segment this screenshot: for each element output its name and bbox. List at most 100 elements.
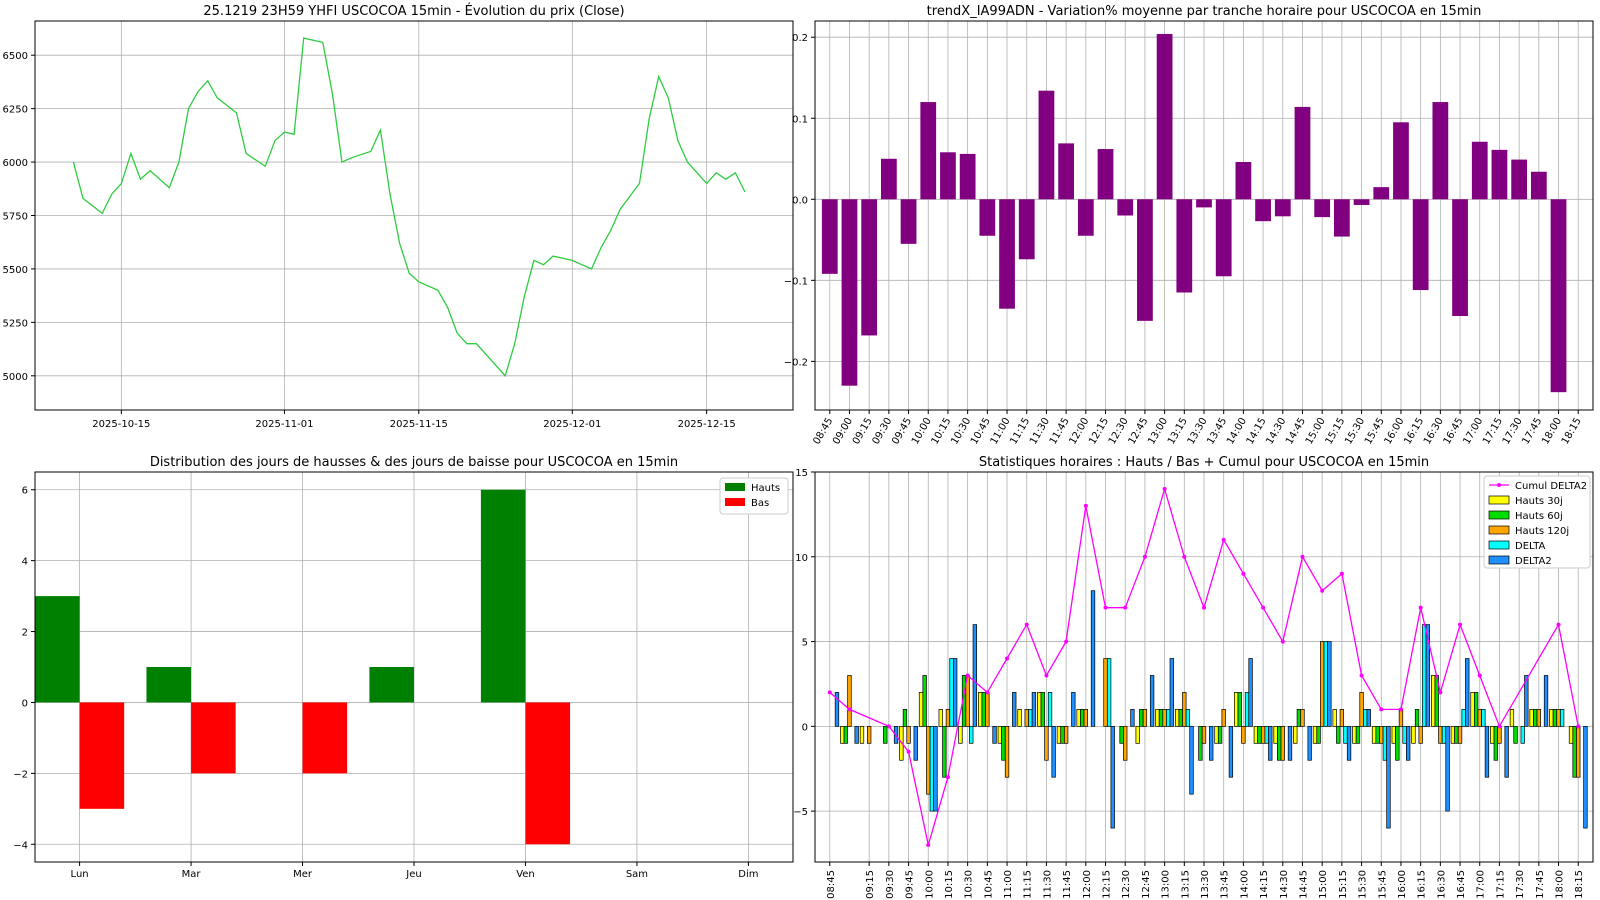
hauts-120j-bar bbox=[1142, 709, 1148, 727]
hauts-120j-bar bbox=[847, 675, 852, 727]
delta2-bar bbox=[1445, 725, 1450, 812]
hauts-120j-bar bbox=[1103, 658, 1108, 727]
x-tick-label: 13:45 bbox=[1220, 870, 1231, 899]
variation-bar bbox=[1511, 159, 1528, 200]
delta-bar bbox=[1559, 709, 1565, 727]
x-tick-label: 10:30 bbox=[964, 870, 975, 899]
hauts-30j-bar bbox=[997, 725, 1002, 744]
cumul-delta2-point bbox=[1261, 605, 1266, 610]
hauts-120j-bar bbox=[1359, 692, 1364, 727]
hauts-30j-bar bbox=[1431, 675, 1436, 727]
y-tick-label: 6500 bbox=[3, 51, 28, 62]
delta-bar bbox=[1028, 709, 1033, 727]
delta2-bar bbox=[1366, 709, 1371, 727]
cumul-delta2-point bbox=[926, 843, 931, 848]
hauts-30j-bar bbox=[1509, 709, 1515, 727]
hauts-30j-bar bbox=[1312, 725, 1318, 744]
variation-bar bbox=[1333, 199, 1350, 237]
variation-bar bbox=[1491, 149, 1508, 200]
y-tick-label: −2 bbox=[13, 769, 28, 780]
delta2-bar bbox=[1228, 725, 1234, 778]
hauts-30j-bar bbox=[958, 725, 963, 744]
cumul-delta2-point bbox=[985, 690, 990, 695]
delta2-bar bbox=[1346, 725, 1352, 761]
hauts-30j-bar bbox=[1450, 725, 1456, 744]
legend-label-hauts-120j: Hauts 120j bbox=[1515, 526, 1569, 537]
hauts-30j-bar bbox=[1490, 725, 1495, 744]
chart-title: Statistiques horaires : Hauts / Bas + Cu… bbox=[979, 455, 1429, 470]
x-tick-label: 12:30 bbox=[1121, 870, 1132, 899]
delta-bar bbox=[1047, 692, 1053, 727]
hauts-120j-bar bbox=[1162, 709, 1167, 727]
delta2-bar bbox=[1504, 725, 1509, 778]
delta-bar bbox=[1264, 725, 1269, 744]
hauts-30j-bar bbox=[1037, 692, 1042, 727]
hauts-120j-bar bbox=[985, 692, 990, 727]
variation-bar bbox=[1530, 171, 1547, 200]
hauts-30j-bar bbox=[1332, 709, 1337, 727]
chart-title: 25.1219 23H59 YHFI USCOCOA 15min - Évolu… bbox=[203, 3, 624, 19]
cumul-delta2-point bbox=[886, 724, 891, 729]
delta2-bar bbox=[1110, 725, 1115, 829]
cumul-delta2-point bbox=[1083, 503, 1088, 508]
delta-bar bbox=[1520, 725, 1525, 744]
x-tick-label: 15:45 bbox=[1377, 870, 1388, 899]
legend-swatch bbox=[1488, 525, 1510, 535]
cumul-delta2-point bbox=[1359, 673, 1364, 678]
variation-bar bbox=[1156, 33, 1173, 200]
delta2-bar bbox=[1209, 725, 1214, 761]
cumul-delta2-point bbox=[1438, 690, 1443, 695]
delta-bar bbox=[1185, 709, 1191, 727]
delta-bar bbox=[929, 725, 935, 812]
hauts-30j-bar bbox=[1155, 709, 1160, 727]
x-tick-label: Mar bbox=[182, 869, 202, 880]
hauts-60j-bar bbox=[1158, 709, 1164, 727]
delta2-bar bbox=[913, 725, 918, 761]
hauts-120j-bar bbox=[1438, 725, 1443, 744]
legend-swatch bbox=[1488, 540, 1510, 550]
hauts-120j-bar bbox=[1004, 725, 1010, 778]
legend-label-hauts-30j: Hauts 30j bbox=[1515, 496, 1563, 507]
x-tick-label: Dim bbox=[738, 869, 758, 880]
delta2-bar bbox=[1307, 725, 1312, 761]
hauts-30j-bar bbox=[1253, 725, 1259, 744]
delta2-bar bbox=[933, 725, 938, 812]
y-tick-label: 0.2 bbox=[792, 33, 808, 44]
x-tick-label: 12:00 bbox=[1082, 870, 1093, 899]
hauts-30j-bar bbox=[1174, 709, 1180, 727]
delta2-bar bbox=[854, 725, 859, 744]
variation-bar bbox=[1235, 162, 1252, 200]
hauts-60j-bar bbox=[1533, 709, 1538, 727]
delta2-bar bbox=[1287, 725, 1293, 761]
hauts-120j-bar bbox=[1379, 725, 1384, 744]
variation-bar bbox=[920, 102, 937, 200]
legend-label-delta2: DELTA2 bbox=[1515, 556, 1552, 567]
hauts-60j-bar bbox=[1355, 725, 1361, 744]
hauts-60j-bar bbox=[1336, 725, 1341, 744]
delta2-bar bbox=[1149, 675, 1155, 727]
hauts-120j-bar bbox=[1241, 725, 1246, 744]
variation-chart-panel: trendX_IA99ADN - Variation% moyenne par … bbox=[784, 4, 1594, 446]
hauts-60j-bar bbox=[1296, 709, 1302, 727]
delta-bar bbox=[1441, 725, 1447, 744]
cumul-delta2-point bbox=[1142, 554, 1147, 559]
x-tick-label: 13:30 bbox=[1200, 870, 1211, 899]
legend-swatch bbox=[1488, 510, 1510, 520]
delta2-bar bbox=[1248, 658, 1253, 727]
variation-bar bbox=[1274, 199, 1291, 217]
hauts-30j-bar bbox=[1234, 692, 1239, 727]
hauts-120j-bar bbox=[1044, 725, 1049, 761]
variation-bar bbox=[1018, 199, 1035, 260]
hauts-30j-bar bbox=[1411, 725, 1416, 744]
x-tick-label: 2025-10-15 bbox=[92, 419, 150, 430]
x-tick-label: 18:00 bbox=[1555, 870, 1566, 899]
hauts-120j-bar bbox=[1457, 725, 1463, 744]
bas-bar bbox=[191, 702, 236, 774]
cumul-delta2-point bbox=[1221, 537, 1226, 542]
hauts-60j-bar bbox=[883, 725, 888, 744]
delta-bar bbox=[1323, 641, 1328, 727]
price-close-line bbox=[72, 37, 746, 378]
price-chart-panel: 25.1219 23H59 YHFI USCOCOA 15min - Évolu… bbox=[3, 3, 794, 430]
delta-bar bbox=[1481, 709, 1486, 727]
delta2-bar bbox=[1465, 658, 1470, 727]
